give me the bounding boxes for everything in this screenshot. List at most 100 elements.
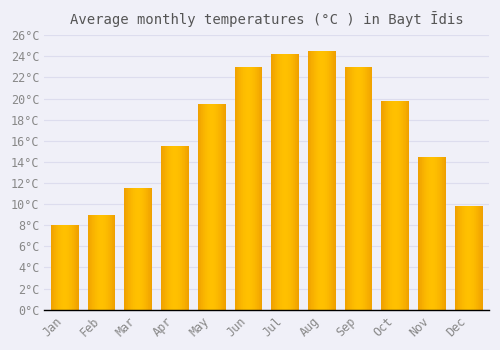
Bar xyxy=(333,51,334,310)
Bar xyxy=(326,51,328,310)
Bar xyxy=(260,67,261,310)
Bar xyxy=(168,146,169,310)
Bar xyxy=(66,225,67,310)
Bar xyxy=(328,51,330,310)
Bar xyxy=(432,156,433,310)
Bar xyxy=(200,104,201,310)
Bar xyxy=(73,225,74,310)
Bar xyxy=(188,146,189,310)
Bar xyxy=(217,104,218,310)
Bar xyxy=(132,188,134,310)
Bar xyxy=(458,206,459,310)
Bar xyxy=(288,54,290,310)
Bar xyxy=(388,101,389,310)
Bar xyxy=(238,67,239,310)
Bar xyxy=(276,54,277,310)
Bar xyxy=(174,146,175,310)
Bar xyxy=(221,104,222,310)
Bar xyxy=(296,54,297,310)
Bar xyxy=(360,67,362,310)
Bar xyxy=(151,188,152,310)
Bar xyxy=(392,101,394,310)
Bar xyxy=(420,156,421,310)
Bar xyxy=(445,156,446,310)
Bar xyxy=(362,67,364,310)
Bar xyxy=(383,101,384,310)
Bar xyxy=(367,67,368,310)
Bar xyxy=(134,188,135,310)
Bar xyxy=(134,188,136,310)
Bar xyxy=(396,101,398,310)
Bar xyxy=(142,188,143,310)
Bar xyxy=(168,146,170,310)
Bar xyxy=(425,156,426,310)
Bar xyxy=(368,67,369,310)
Bar xyxy=(90,215,92,310)
Bar xyxy=(110,215,111,310)
Bar xyxy=(328,51,329,310)
Bar xyxy=(444,156,445,310)
Bar xyxy=(274,54,275,310)
Bar xyxy=(428,156,430,310)
Bar xyxy=(125,188,126,310)
Bar xyxy=(170,146,171,310)
Bar xyxy=(222,104,224,310)
Bar xyxy=(284,54,285,310)
Bar xyxy=(456,206,457,310)
Bar xyxy=(61,225,62,310)
Bar xyxy=(318,51,319,310)
Bar xyxy=(398,101,399,310)
Bar xyxy=(436,156,437,310)
Bar xyxy=(387,101,388,310)
Bar xyxy=(53,225,54,310)
Bar xyxy=(218,104,220,310)
Bar xyxy=(311,51,312,310)
Bar xyxy=(461,206,462,310)
Bar xyxy=(385,101,386,310)
Bar xyxy=(96,215,97,310)
Bar xyxy=(457,206,458,310)
Bar xyxy=(77,225,78,310)
Bar xyxy=(175,146,176,310)
Bar xyxy=(424,156,426,310)
Bar xyxy=(325,51,326,310)
Bar xyxy=(465,206,466,310)
Bar xyxy=(371,67,372,310)
Bar xyxy=(432,156,434,310)
Bar xyxy=(210,104,211,310)
Bar xyxy=(256,67,257,310)
Bar xyxy=(204,104,205,310)
Bar xyxy=(359,67,360,310)
Bar xyxy=(126,188,128,310)
Bar xyxy=(104,215,105,310)
Bar xyxy=(114,215,116,310)
Bar xyxy=(59,225,60,310)
Bar xyxy=(421,156,422,310)
Bar xyxy=(316,51,317,310)
Bar xyxy=(88,215,89,310)
Bar xyxy=(55,225,56,310)
Bar xyxy=(398,101,400,310)
Bar xyxy=(287,54,288,310)
Bar xyxy=(166,146,167,310)
Bar xyxy=(206,104,207,310)
Bar xyxy=(334,51,335,310)
Bar xyxy=(183,146,184,310)
Bar xyxy=(103,215,104,310)
Bar xyxy=(177,146,178,310)
Bar xyxy=(75,225,76,310)
Bar xyxy=(204,104,206,310)
Bar xyxy=(139,188,140,310)
Bar xyxy=(128,188,130,310)
Bar xyxy=(386,101,387,310)
Bar xyxy=(294,54,295,310)
Bar xyxy=(242,67,243,310)
Bar xyxy=(286,54,288,310)
Bar xyxy=(144,188,145,310)
Bar xyxy=(136,188,137,310)
Bar xyxy=(113,215,114,310)
Bar xyxy=(389,101,390,310)
Bar xyxy=(274,54,276,310)
Bar xyxy=(291,54,292,310)
Bar xyxy=(348,67,349,310)
